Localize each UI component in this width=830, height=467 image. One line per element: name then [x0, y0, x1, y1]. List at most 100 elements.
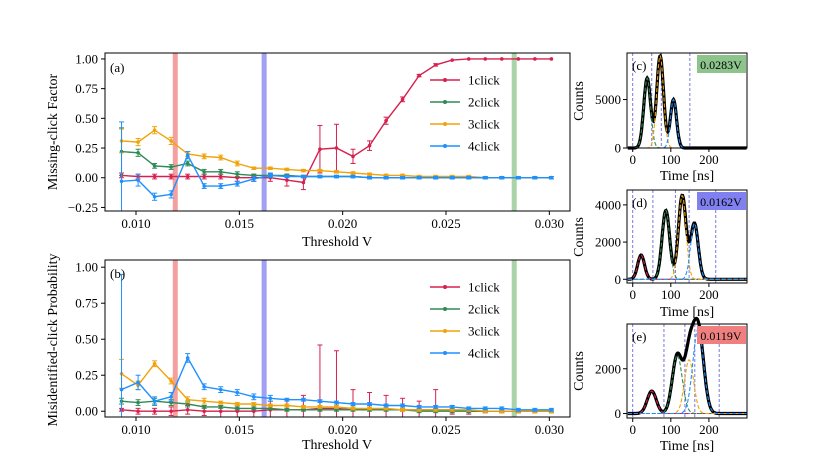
panel-e-xtick-label: 100 — [661, 422, 681, 437]
panel-b-point-3click — [433, 407, 438, 412]
panel-d-threshold-badge: 0.0162V — [700, 195, 742, 209]
panel-a-point-4click — [483, 175, 488, 180]
panel-b-legend-marker-1click — [443, 285, 447, 289]
panel-a-point-1click — [334, 146, 339, 150]
panel-a-point-1click — [516, 57, 521, 61]
panel-a-ylabel: Missing-click Factor — [46, 74, 61, 191]
panel-b-point-4click — [301, 397, 306, 402]
panel-b-point-3click — [450, 407, 455, 412]
panel-a-point-1click — [218, 174, 223, 179]
panel-a-point-1click — [285, 178, 289, 182]
panel-a-threshold-band-0 — [172, 53, 178, 211]
panel-a-point-3click — [252, 166, 256, 171]
panel-a-point-4click — [516, 175, 521, 180]
panel-c-frame — [626, 52, 748, 149]
panel-b-legend-marker-2click — [443, 307, 447, 311]
panel-b-point-1click — [202, 409, 206, 414]
panel-b-point-3click — [483, 409, 488, 414]
panel-b-ytick-label: 0.75 — [75, 296, 98, 311]
panel-b-xtick-label: 0.025 — [431, 422, 460, 437]
panel-b-point-3click — [301, 405, 306, 409]
panel-a-point-2click — [218, 169, 223, 174]
panel-a-point-3click — [202, 154, 206, 159]
panel-e-xtick-label: 0 — [629, 422, 636, 437]
panel-a-point-3click — [334, 169, 339, 174]
panel-b-ytick-label: 0.50 — [75, 332, 98, 347]
panel-b-point-3click — [252, 402, 256, 406]
panel-b-ytick-label: 0.25 — [75, 368, 98, 383]
panel-b-point-3click — [268, 403, 273, 408]
panel-b-ytick-label: 0.00 — [75, 404, 98, 419]
panel-e-peak-fit-3 — [627, 327, 747, 415]
panel-a-point-1click — [169, 174, 173, 179]
panel-d-peak-fit-0 — [627, 254, 747, 280]
panel-e-threshold-badge-bg — [697, 326, 746, 344]
panel-b-legend-label-4click: 4click — [468, 346, 500, 361]
panel-a-point-4click — [268, 173, 273, 178]
panel-a-point-4click — [400, 175, 405, 180]
panel-a-point-1click — [549, 57, 554, 61]
panel-b-legend-marker-4click — [443, 351, 447, 355]
panel-a-ytick-label: 0.50 — [75, 111, 98, 126]
panel-a-point-1click — [367, 143, 372, 148]
panel-a-point-1click — [152, 174, 157, 179]
panel-b-point-3click — [285, 403, 289, 408]
panel-a-ytick-label: 0.00 — [75, 170, 98, 185]
panel-b-point-4click — [334, 400, 339, 405]
panel-a-legend-label-1click: 1click — [468, 73, 500, 88]
panel-a-legend-label-4click: 4click — [468, 139, 500, 154]
panel-b-point-1click — [235, 409, 240, 414]
panel-c-threshold-badge-bg — [697, 55, 746, 73]
panel-a-threshold-band-2 — [511, 53, 517, 211]
panel-b-point-4click — [185, 356, 190, 360]
panel-b-ylabel: Misidentified-click Probability — [46, 253, 61, 426]
panel-a-point-1click — [185, 174, 190, 179]
panel-a-point-4click — [334, 174, 339, 179]
panel-b-point-4click — [549, 407, 554, 412]
panel-a-series-4click — [119, 121, 554, 212]
panel-a-point-2click — [202, 169, 206, 174]
panel-b-legend-marker-3click — [443, 329, 447, 333]
panel-b-point-2click — [318, 407, 322, 412]
panel-b-legend-label-2click: 2click — [468, 302, 500, 317]
panel-b-point-4click — [169, 395, 173, 399]
panel-a-point-1click — [318, 147, 322, 152]
panel-b-point-2click — [334, 407, 339, 412]
panel-a-xtick-label: 0.030 — [535, 216, 564, 231]
panel-d-peak-fit-3 — [627, 222, 747, 280]
panel-b-series-4click — [119, 273, 554, 418]
panel-b-point-3click — [384, 406, 388, 411]
panel-b-point-4click — [202, 384, 206, 389]
panel-a-point-4click — [433, 175, 438, 180]
panel-a-point-4click — [285, 174, 289, 179]
panel-a-point-4click — [169, 192, 173, 197]
panel-b-point-4click — [533, 407, 537, 412]
panel-a-frame — [104, 52, 571, 212]
panel-a-xtick-label: 0.020 — [328, 216, 357, 231]
panel-a-point-1click — [500, 57, 504, 61]
panel-b-xtick-label: 0.010 — [121, 422, 150, 437]
panel-b-frame — [104, 259, 571, 418]
panel-a-ytick-label: 0.75 — [75, 81, 98, 96]
panel-a-point-3click — [152, 128, 157, 133]
panel-a-label: (a) — [110, 60, 124, 75]
panel-b-point-4click — [351, 402, 355, 406]
panel-a-point-1click — [533, 57, 537, 61]
panel-b-point-3click — [367, 406, 372, 411]
panel-b-point-2click — [252, 406, 256, 411]
panel-a-point-2click — [152, 164, 157, 168]
panel-b-xtick-label: 0.020 — [328, 422, 357, 437]
panel-a-point-4click — [301, 174, 306, 179]
panel-a-xtick-label: 0.010 — [121, 216, 150, 231]
panel-a-point-4click — [119, 179, 124, 184]
panel-c-label: (c) — [632, 58, 646, 73]
panel-a-point-1click — [417, 73, 421, 78]
panel-e-xlabel: Time [ns] — [660, 439, 714, 454]
panel-b-point-3click — [202, 399, 206, 403]
panel-b-point-4click — [466, 406, 471, 411]
panel-b-point-4click — [367, 402, 372, 406]
panel-b-point-4click — [136, 380, 140, 385]
panel-c-xlabel: Time [ns] — [660, 169, 714, 184]
